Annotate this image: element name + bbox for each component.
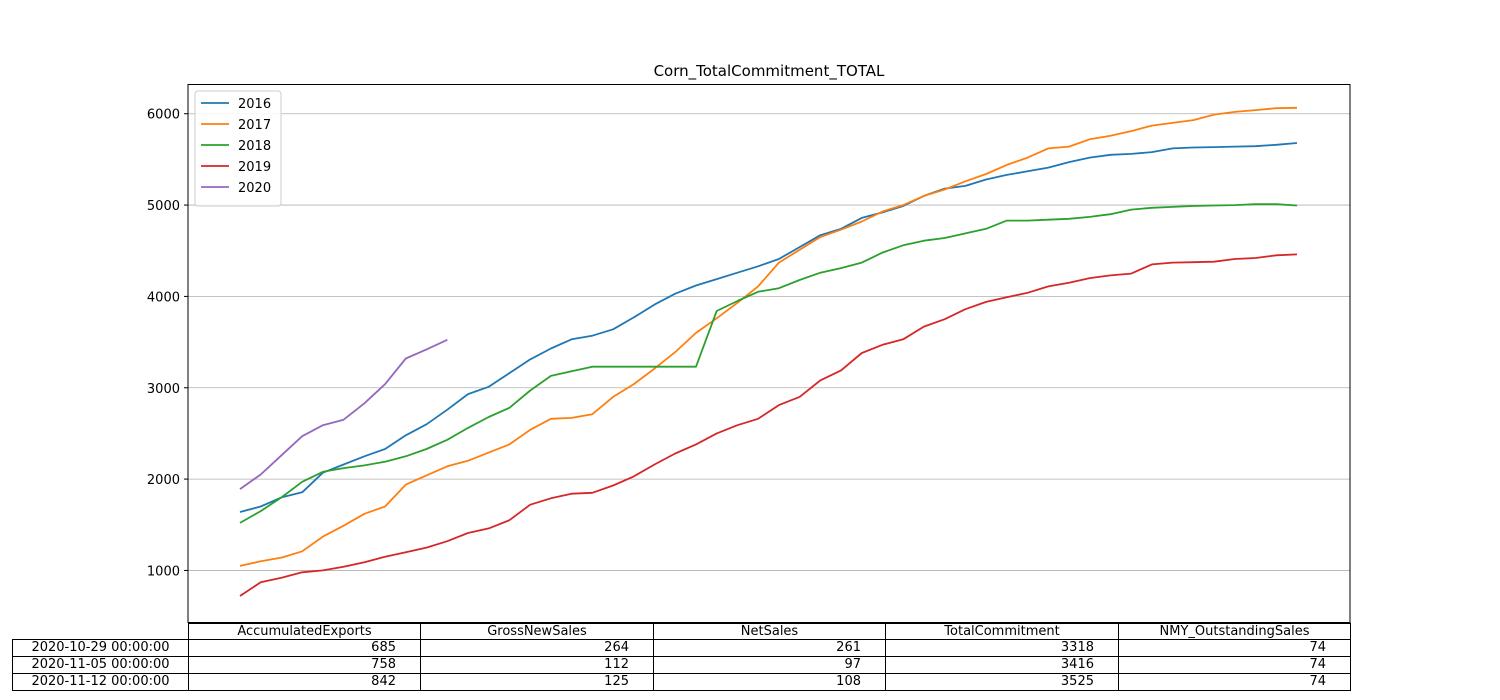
plot-frame: [187, 84, 1351, 623]
series-line-2018: [239, 203, 1298, 524]
series-line-2016: [239, 142, 1298, 513]
legend-label-2019: 2019: [238, 160, 271, 175]
legend: 2016 2017 2018 2019 2020: [194, 90, 282, 207]
legend-label-2018: 2018: [238, 139, 271, 154]
series-line-2020: [239, 338, 448, 490]
y-tick-label-5000: 5000: [147, 199, 180, 214]
series-line-2017: [239, 106, 1298, 567]
y-axis: 1000 2000 3000 4000 5000 6000: [147, 108, 188, 579]
legend-label-2020: 2020: [238, 181, 271, 196]
y-tick-label-2000: 2000: [147, 473, 180, 488]
legend-box: [194, 90, 282, 207]
y-tick-label-1000: 1000: [147, 564, 180, 579]
y-tick-label-4000: 4000: [147, 290, 180, 305]
y-tick-label-3000: 3000: [147, 382, 180, 397]
series-line-2019: [239, 253, 1298, 597]
series-lines: [239, 106, 1298, 597]
legend-label-2016: 2016: [238, 97, 271, 112]
legend-label-2017: 2017: [238, 118, 271, 133]
chart-title: Corn_TotalCommitment_TOTAL: [654, 62, 885, 81]
y-tick-label-6000: 6000: [147, 108, 180, 123]
grid-lines: [188, 113, 1350, 571]
